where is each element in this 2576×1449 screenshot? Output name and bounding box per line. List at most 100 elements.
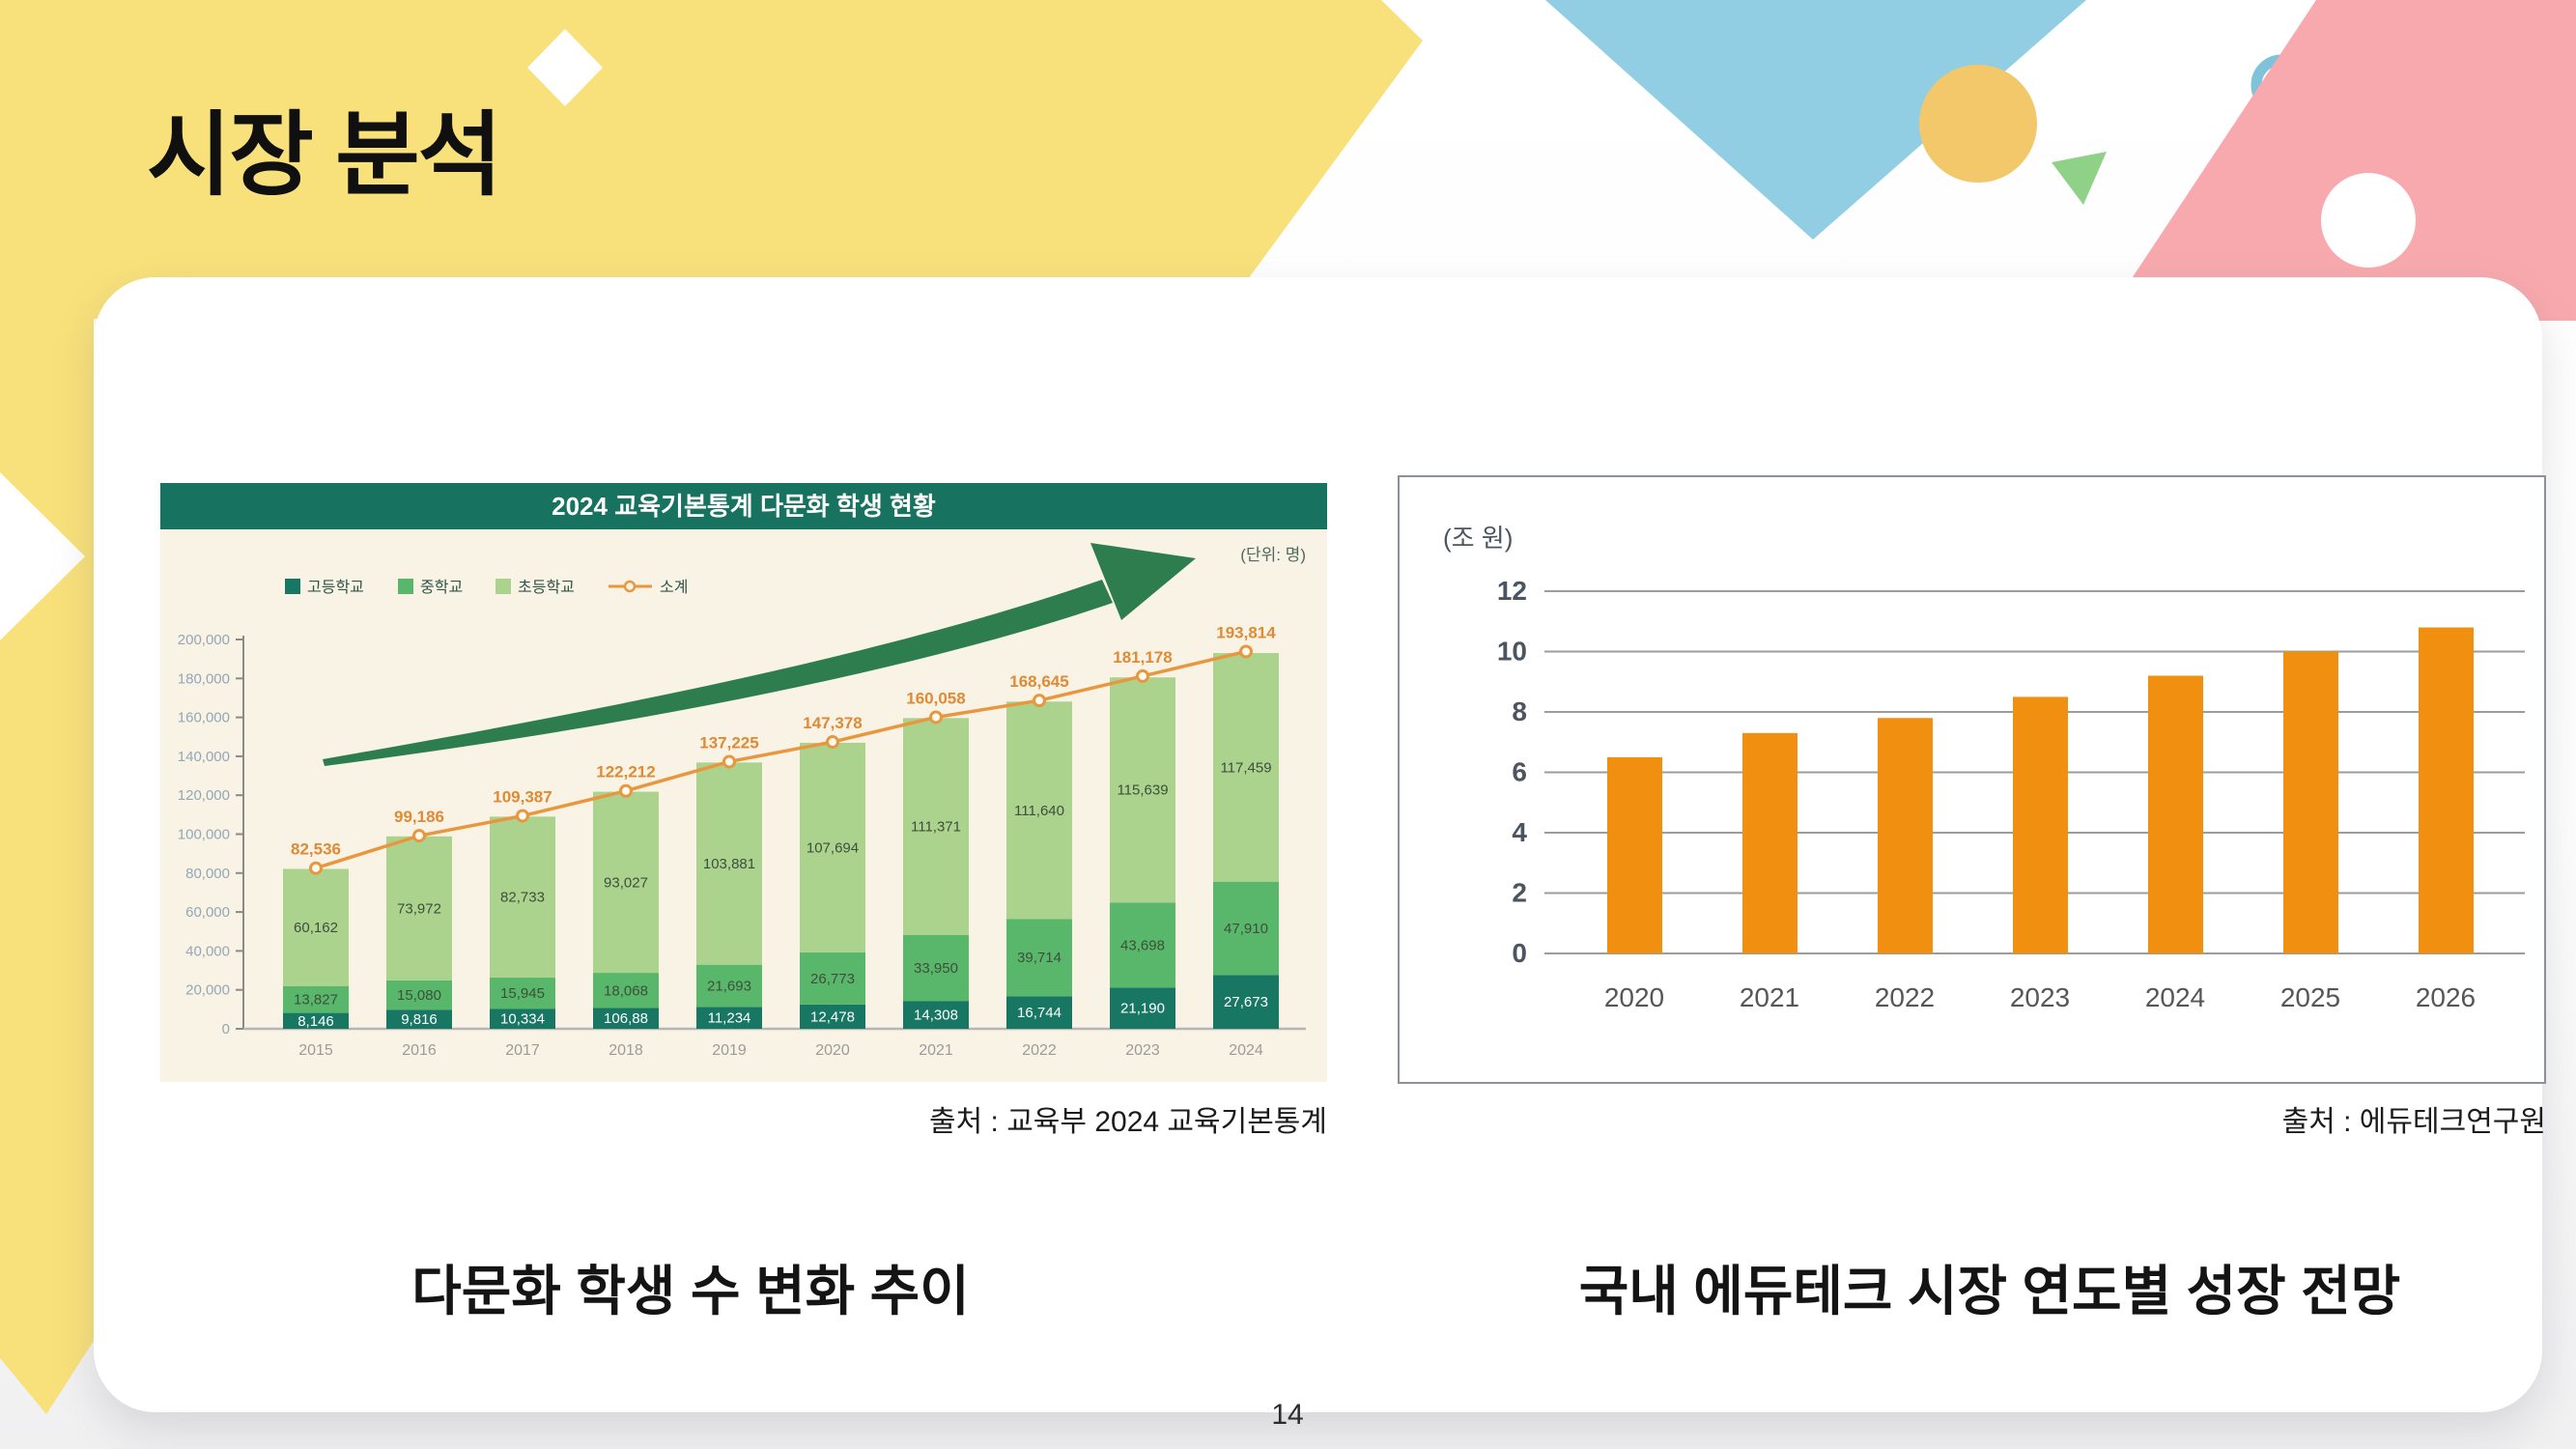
subtotal-value: 122,212 bbox=[596, 763, 655, 781]
bar-segment-중학교 bbox=[903, 934, 969, 1002]
bar-2025 bbox=[2283, 651, 2338, 953]
subtotal-marker bbox=[412, 829, 426, 843]
bar-2020 bbox=[1607, 756, 1662, 953]
bar-segment-중학교 bbox=[696, 964, 762, 1008]
legend-label: 소계 bbox=[660, 579, 688, 596]
bar-segment-value: 21,693 bbox=[707, 979, 751, 995]
legend-swatch bbox=[398, 579, 413, 594]
bar-segment-초등학교 bbox=[386, 836, 452, 980]
bar-segment-value: 9,816 bbox=[401, 1011, 438, 1028]
y-tick-label: 8 bbox=[1512, 696, 1527, 726]
y-tick-label: 0 bbox=[222, 1021, 230, 1037]
x-tick-label: 2026 bbox=[2416, 982, 2476, 1012]
bar-segment-value: 47,910 bbox=[1224, 921, 1268, 937]
subtotal-value: 82,536 bbox=[291, 840, 341, 859]
bar-segment-고등학교 bbox=[1006, 996, 1072, 1029]
bar-segment-고등학교 bbox=[696, 1007, 762, 1029]
x-tick-label: 2023 bbox=[1125, 1042, 1160, 1059]
y-tick-label: 180,000 bbox=[178, 670, 230, 687]
bar-segment-value: 73,972 bbox=[397, 900, 441, 917]
y-tick-label: 140,000 bbox=[178, 749, 230, 765]
bar-segment-value: 26,773 bbox=[810, 971, 855, 987]
bar-2024 bbox=[2148, 675, 2203, 953]
subtotal-value: 168,645 bbox=[1009, 672, 1068, 691]
bar-segment-고등학교 bbox=[903, 1001, 969, 1029]
subtotal-value: 109,387 bbox=[493, 788, 552, 807]
multicultural-students-chart: 2024 교육기본통계 다문화 학생 현황 (단위: 명) 고등학교 중학교 초등학교 소… bbox=[160, 483, 1327, 1082]
y-tick-label: 10 bbox=[1497, 637, 1527, 667]
x-tick-label: 2024 bbox=[2145, 982, 2205, 1012]
legend-line-marker bbox=[623, 580, 637, 593]
legend-label: 고등학교 bbox=[307, 579, 364, 596]
subtotal-marker bbox=[619, 783, 633, 798]
bar-segment-value: 18,068 bbox=[604, 982, 648, 999]
page-title: 시장 분석 bbox=[147, 104, 502, 207]
bar-segment-고등학교 bbox=[593, 1008, 659, 1029]
bar-segment-고등학교 bbox=[386, 1009, 452, 1029]
x-tick-label: 2017 bbox=[505, 1042, 540, 1059]
bar-segment-고등학교 bbox=[283, 1012, 349, 1029]
bar-segment-초등학교 bbox=[1006, 701, 1072, 920]
left-chart-caption: 다문화 학생 수 변화 추이 bbox=[411, 1261, 970, 1321]
subtotal-value: 181,178 bbox=[1113, 648, 1172, 667]
bar-segment-중학교 bbox=[1110, 902, 1175, 988]
x-tick-label: 2025 bbox=[2280, 982, 2340, 1012]
bar-segment-초등학교 bbox=[1213, 653, 1279, 882]
bar-segment-중학교 bbox=[283, 985, 349, 1013]
white-blob-icon bbox=[2321, 173, 2416, 268]
white-diamond-icon bbox=[527, 29, 603, 106]
bar-segment-고등학교 bbox=[1110, 987, 1175, 1029]
legend-swatch bbox=[495, 579, 511, 594]
y-tick-label: 20,000 bbox=[185, 982, 230, 999]
y-tick-label: 40,000 bbox=[185, 943, 230, 959]
y-tick-label: 2 bbox=[1512, 878, 1527, 908]
page-number: 14 bbox=[1271, 1399, 1304, 1431]
green-triangle-icon bbox=[2052, 152, 2107, 205]
bar-segment-value: 107,694 bbox=[807, 839, 859, 856]
x-tick-label: 2023 bbox=[2010, 982, 2070, 1012]
bar-segment-중학교 bbox=[386, 980, 452, 1010]
bar-segment-value: 15,080 bbox=[397, 987, 441, 1004]
y-tick-label: 160,000 bbox=[178, 710, 230, 726]
subtotal-marker bbox=[929, 710, 943, 724]
bar-segment-value: 60,162 bbox=[294, 920, 338, 936]
bar-segment-value: 12,478 bbox=[810, 1009, 855, 1025]
bar-segment-value: 27,673 bbox=[1224, 994, 1268, 1010]
bar-segment-중학교 bbox=[593, 973, 659, 1009]
bar-segment-초등학교 bbox=[800, 742, 865, 952]
yellow-blob-icon bbox=[1919, 65, 2037, 183]
x-tick-label: 2021 bbox=[919, 1042, 953, 1059]
bar-segment-value: 82,733 bbox=[500, 890, 545, 906]
subtotal-value: 147,378 bbox=[803, 714, 862, 732]
x-tick-label: 2021 bbox=[1740, 982, 1799, 1012]
bar-segment-value: 106,88 bbox=[604, 1010, 648, 1027]
bar-segment-고등학교 bbox=[490, 1009, 555, 1029]
subtotal-value: 99,186 bbox=[394, 808, 444, 826]
bar-segment-value: 111,371 bbox=[911, 819, 961, 836]
y-tick-label: 200,000 bbox=[178, 632, 230, 648]
bar-segment-value: 33,950 bbox=[914, 960, 958, 977]
subtotal-marker bbox=[1033, 694, 1046, 708]
bar-segment-value: 39,714 bbox=[1017, 950, 1062, 966]
bar-segment-value: 15,945 bbox=[500, 985, 545, 1002]
bar-segment-중학교 bbox=[490, 978, 555, 1009]
bar-segment-중학교 bbox=[1006, 919, 1072, 997]
chart-title: 2024 교육기본통계 다문화 학생 현황 bbox=[552, 492, 936, 521]
bar-2026 bbox=[2419, 627, 2474, 953]
y-tick-label: 4 bbox=[1512, 817, 1527, 847]
bar-segment-value: 43,698 bbox=[1120, 937, 1165, 953]
subtotal-line bbox=[315, 649, 1247, 870]
y-tick-label: 100,000 bbox=[178, 827, 230, 843]
subtotal-marker bbox=[1239, 644, 1253, 659]
x-tick-label: 2022 bbox=[1022, 1042, 1057, 1059]
bar-segment-value: 93,027 bbox=[604, 874, 648, 891]
x-tick-label: 2020 bbox=[815, 1042, 850, 1059]
bar-2023 bbox=[2013, 696, 2068, 953]
right-chart-caption: 국내 에듀테크 시장 연도별 성장 전망 bbox=[1578, 1261, 2401, 1321]
x-tick-label: 2015 bbox=[298, 1042, 333, 1059]
bar-2022 bbox=[1878, 718, 1933, 953]
growth-swoosh-arrow-icon bbox=[323, 580, 1113, 766]
bar-segment-value: 111,640 bbox=[1014, 803, 1064, 819]
